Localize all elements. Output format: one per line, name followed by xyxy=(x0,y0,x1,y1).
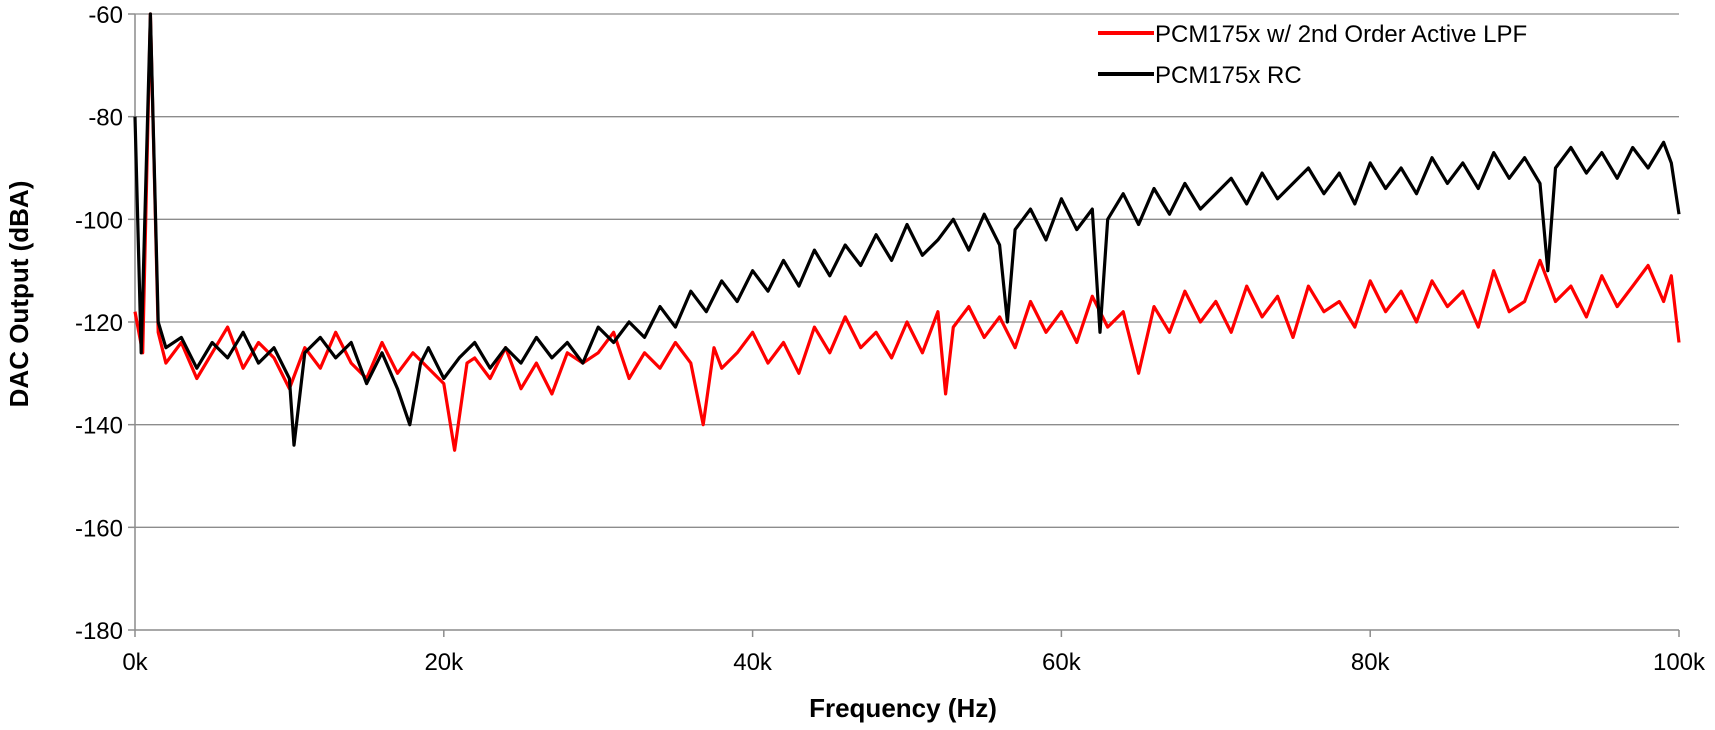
legend: PCM175x w/ 2nd Order Active LPF PCM175x R… xyxy=(1098,21,1527,89)
series-line-rc xyxy=(133,12,1681,447)
legend-label: PCM175x RC xyxy=(1155,62,1302,89)
y-tick-label: -100 xyxy=(75,207,123,234)
tick-labels: -60 -80 -100 -120 -140 -160 -180 0k 20k 40k 60k 80k… xyxy=(75,2,1706,676)
legend-label: PCM175x w/ 2nd Order Active LPF xyxy=(1155,21,1527,48)
y-tick-label: -80 xyxy=(88,105,123,132)
y-tick-label: -140 xyxy=(75,413,123,440)
series-line-active-lpf xyxy=(133,12,1681,452)
series-lines xyxy=(133,12,1681,452)
y-tick-label: -60 xyxy=(88,2,123,29)
y-tick-label: -120 xyxy=(75,310,123,337)
x-tick-label: 20k xyxy=(424,649,464,676)
x-tick-label: 60k xyxy=(1042,649,1082,676)
y-tick-label: -180 xyxy=(75,618,123,645)
x-tick-label: 80k xyxy=(1351,649,1391,676)
axes xyxy=(128,13,1680,637)
x-tick-label: 100k xyxy=(1653,649,1706,676)
x-tick-label: 40k xyxy=(733,649,773,676)
x-tick-label: 0k xyxy=(122,649,148,676)
y-tick-label: -160 xyxy=(75,515,123,542)
y-axis-title: DAC Output (dBA) xyxy=(4,181,34,408)
x-axis-title: Frequency (Hz) xyxy=(809,693,997,723)
gridlines xyxy=(135,13,1679,528)
